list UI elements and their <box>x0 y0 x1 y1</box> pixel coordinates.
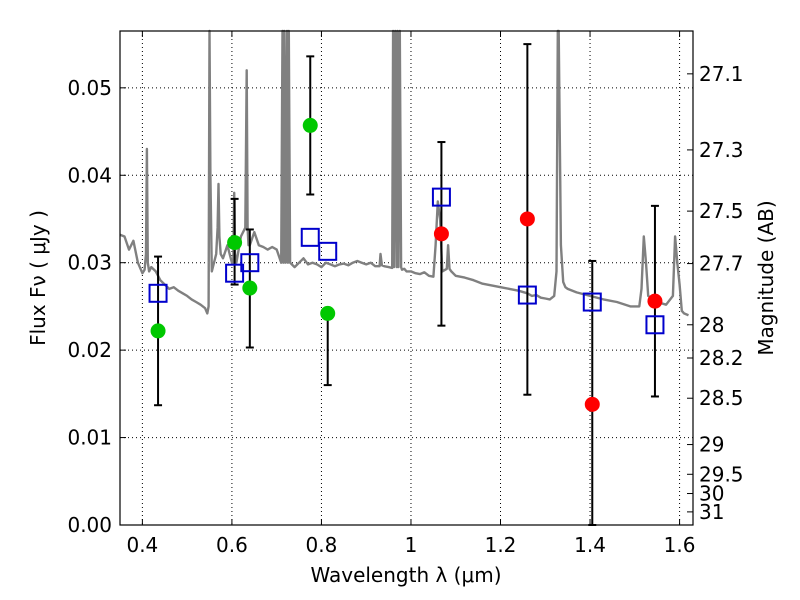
y-tick-label: 0.00 <box>67 513 112 537</box>
data-point <box>647 293 663 309</box>
data-point <box>320 305 336 321</box>
model-spectrum-line <box>119 29 689 317</box>
y-tick-label: 0.03 <box>67 251 112 275</box>
y-tick-label: 0.04 <box>67 163 112 187</box>
mag-tick-label: 30 <box>699 482 724 506</box>
mag-tick-label: 28 <box>699 313 724 337</box>
model-point <box>148 283 168 303</box>
mag-tick-label: 31 <box>699 500 724 524</box>
plot-frame <box>119 30 694 526</box>
model-point <box>431 187 451 207</box>
model-point <box>517 285 537 305</box>
data-point <box>433 226 449 242</box>
data-points <box>148 117 665 412</box>
model-point <box>225 263 245 283</box>
mag-tick-label: 27.5 <box>699 199 744 223</box>
x-ticks: 0.4 0.6 0.8 1 1.2 1.4 1.6 <box>126 31 695 557</box>
x-tick-label: 1.2 <box>485 533 517 557</box>
y-tick-label: 0.02 <box>67 338 112 362</box>
model-point <box>318 241 338 261</box>
y-tick-label: 0.05 <box>67 76 112 100</box>
x-axis-label: Wavelength λ (μm) <box>310 563 501 587</box>
mag-tick-label: 28.5 <box>699 386 744 410</box>
data-point <box>584 396 600 412</box>
model-point <box>645 315 665 335</box>
model-point <box>582 292 602 312</box>
y-ticks: 0.00 0.01 0.02 0.03 0.04 0.05 <box>67 76 126 537</box>
mag-tick-label: 28.2 <box>699 346 744 370</box>
data-point <box>242 280 258 296</box>
x-tick-label: 0.8 <box>306 533 338 557</box>
mag-tick-label: 29.5 <box>699 462 744 486</box>
x-tick-label: 1.6 <box>664 533 696 557</box>
grid <box>120 31 693 526</box>
mag-tick-label: 27.1 <box>699 62 744 86</box>
data-point <box>150 323 166 339</box>
data-point <box>519 211 535 227</box>
x-tick-label: 0.6 <box>216 533 248 557</box>
model-point <box>300 227 320 247</box>
x-tick-label: 1 <box>405 533 418 557</box>
mag-tick-label: 27.7 <box>699 252 744 276</box>
model-spectrum <box>119 29 689 317</box>
x-tick-label: 0.4 <box>126 533 158 557</box>
y-tick-label: 0.01 <box>67 426 112 450</box>
mag-tick-label: 29 <box>699 433 724 457</box>
y-axis-label: Flux Fν ( μJy ) <box>26 210 50 346</box>
error-bars <box>154 43 659 526</box>
x-tick-label: 1.4 <box>574 533 606 557</box>
data-point <box>302 117 318 133</box>
model-point <box>240 253 260 273</box>
y-axis-right-label: Magnitude (AB) <box>754 200 778 355</box>
data-point <box>227 235 243 251</box>
mag-tick-label: 27.3 <box>699 138 744 162</box>
